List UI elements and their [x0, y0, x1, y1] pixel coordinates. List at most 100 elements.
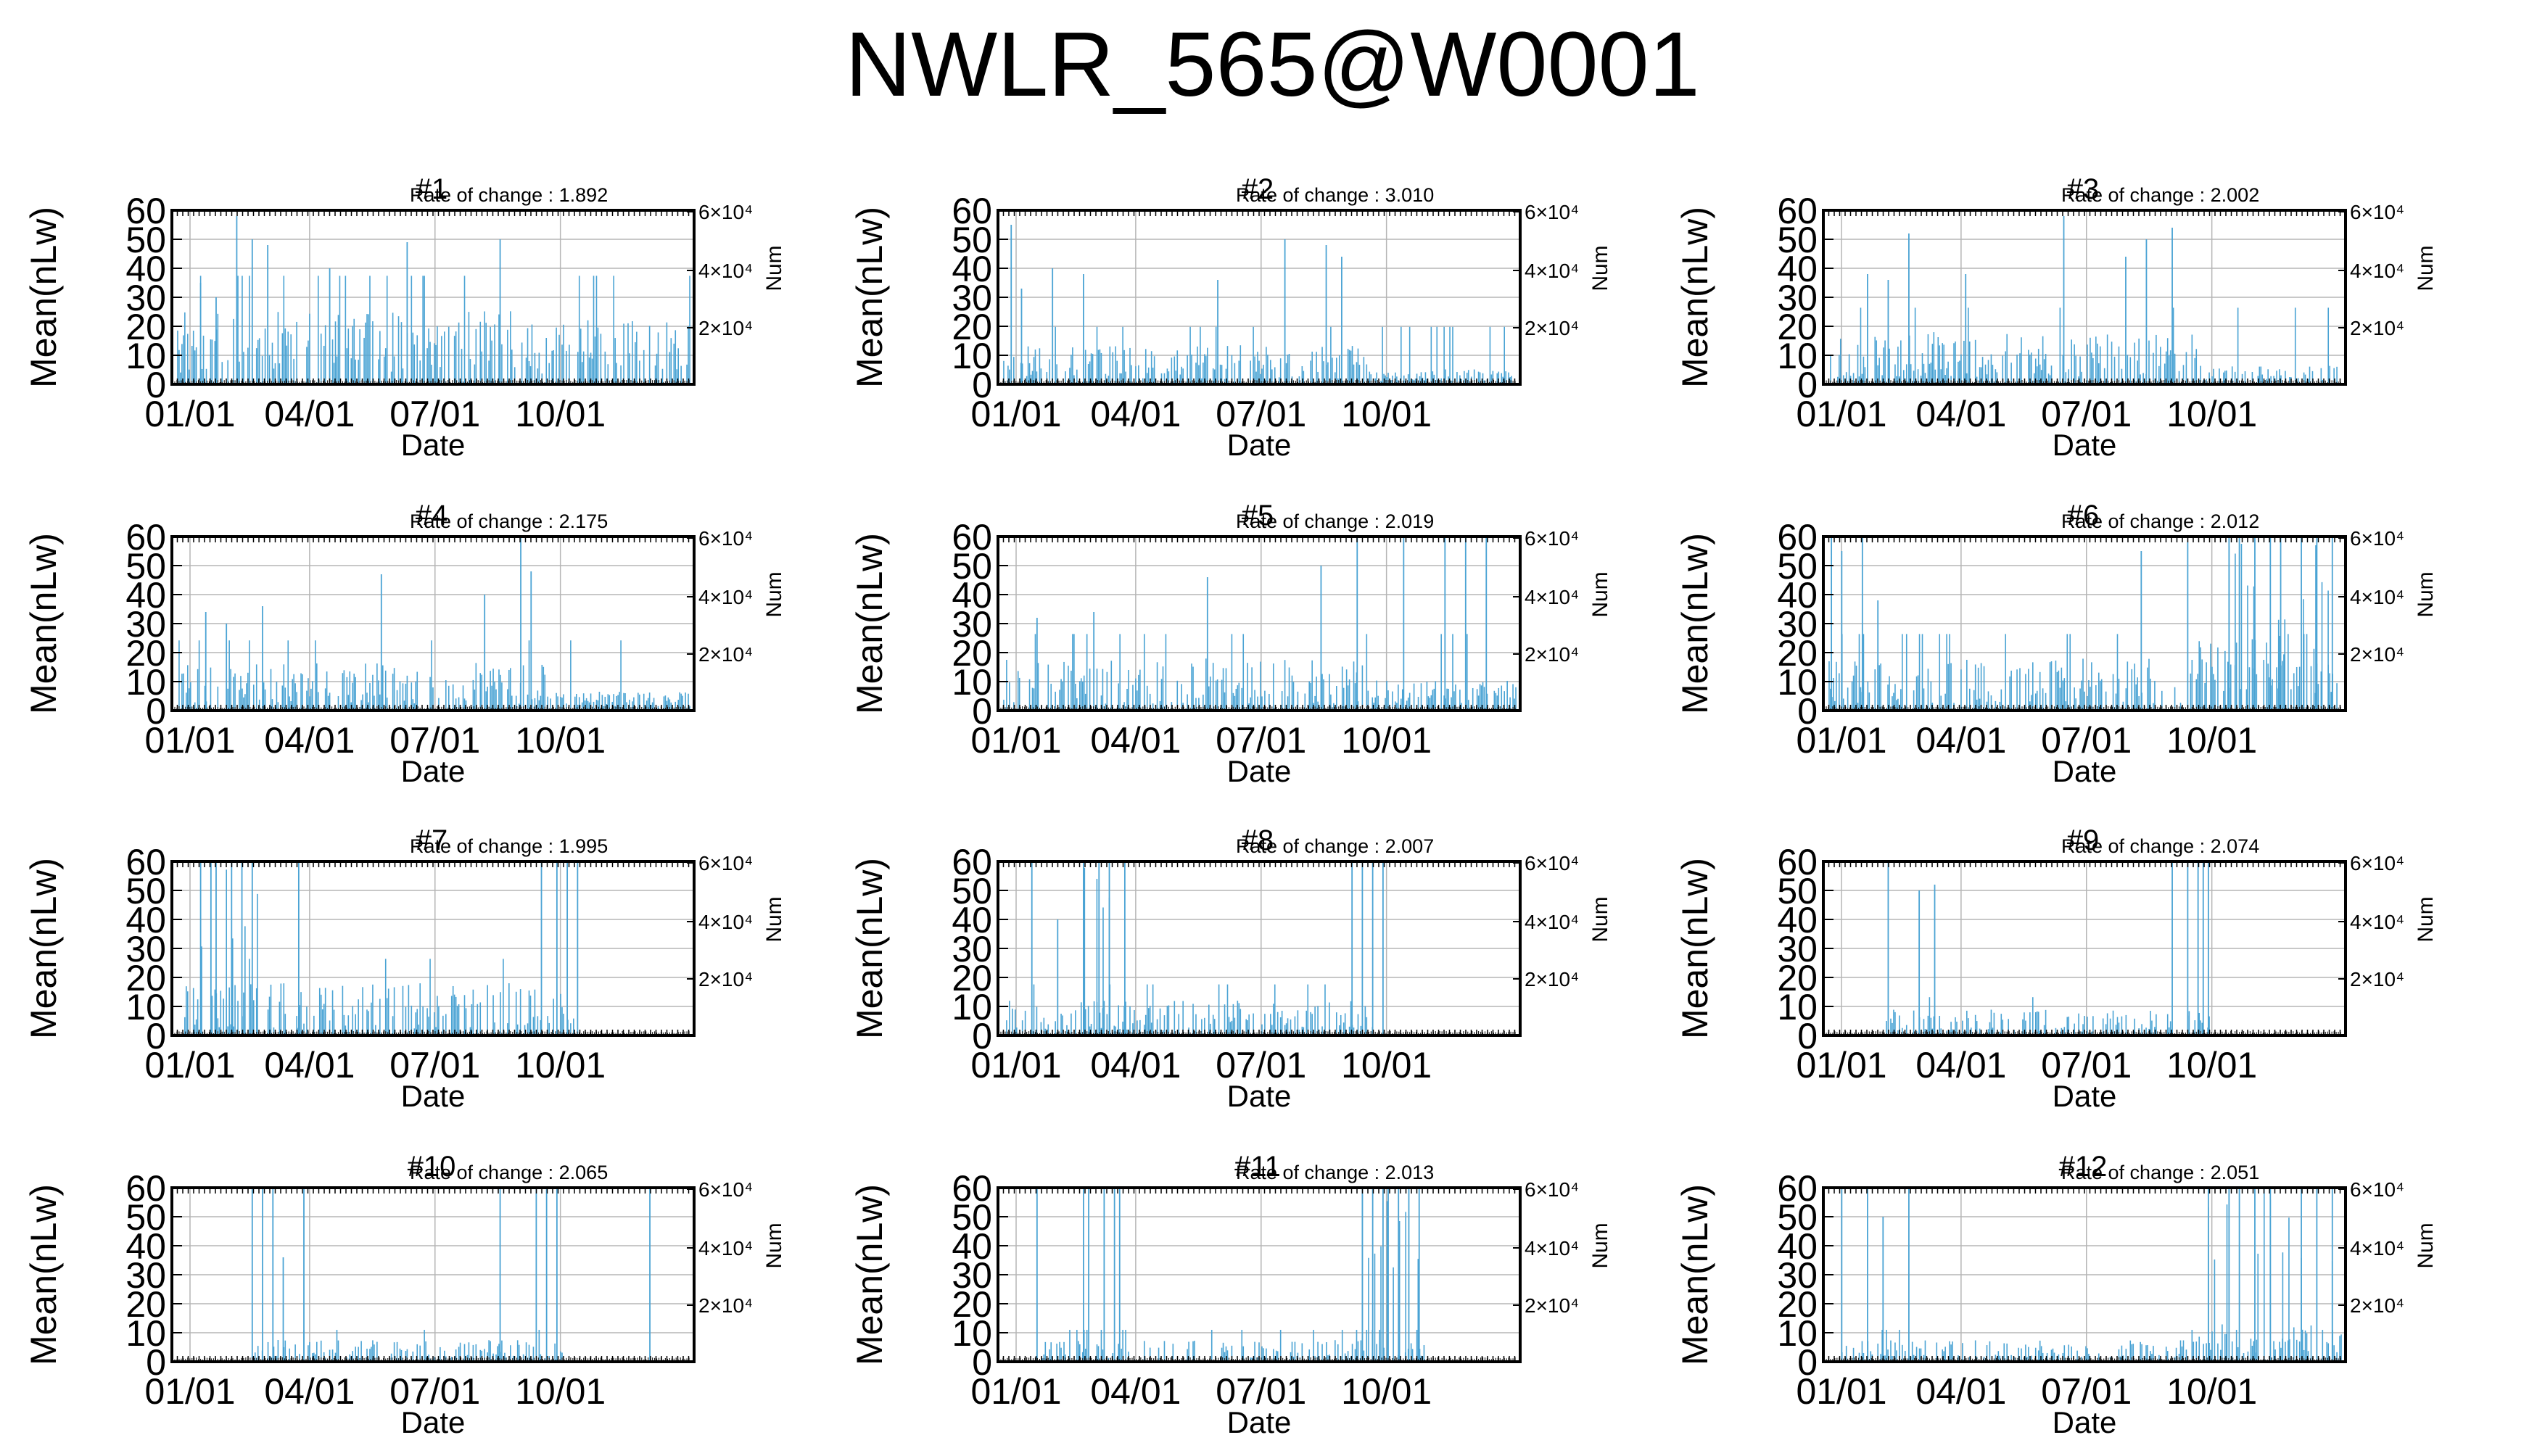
- x-tick-label: 10/01: [2166, 1045, 2257, 1085]
- y-axis-label: Mean(nLw): [1675, 533, 1715, 714]
- y-tick-label: 60: [1777, 191, 1818, 231]
- y-axis-label: Mean(nLw): [23, 533, 64, 714]
- y-axis-label: Mean(nLw): [849, 1184, 890, 1365]
- x-tick-label: 04/01: [1090, 1045, 1181, 1085]
- y2-tick-label: 4×10⁴: [2350, 260, 2404, 282]
- rate-of-change-annotation: Rate of change : 2.019: [1236, 510, 1434, 532]
- x-axis-label: Date: [401, 754, 466, 788]
- y2-tick-label: 2×10⁴: [698, 1294, 753, 1317]
- x-tick-label: 10/01: [515, 1371, 606, 1412]
- x-axis-label: Date: [2053, 754, 2117, 788]
- y-tick-label: 60: [1777, 517, 1818, 558]
- y2-tick-label: 4×10⁴: [1525, 1237, 1579, 1259]
- y2-tick-label: 6×10⁴: [698, 527, 753, 550]
- x-tick-label: 04/01: [1915, 720, 2006, 761]
- y-tick-label: 60: [125, 842, 166, 882]
- y2-tick-label: 4×10⁴: [2350, 586, 2404, 608]
- y2-tick-label: 2×10⁴: [2350, 643, 2404, 666]
- x-axis-label: Date: [1227, 1079, 1292, 1113]
- y2-tick-label: 2×10⁴: [698, 968, 753, 990]
- y-axis-label: Mean(nLw): [23, 858, 64, 1039]
- gridlines: [172, 1188, 694, 1362]
- y2-axis-label: Num: [2414, 896, 2438, 942]
- x-axis-label: Date: [1227, 1405, 1292, 1439]
- x-tick-label: 10/01: [1341, 720, 1432, 761]
- x-tick-label: 01/01: [144, 1045, 235, 1085]
- y2-axis-label: Num: [2414, 571, 2438, 617]
- y2-tick-label: 6×10⁴: [1525, 201, 1579, 223]
- y2-axis-label: Num: [1588, 245, 1612, 291]
- gridlines: [998, 210, 1520, 384]
- x-tick-label: 04/01: [1915, 394, 2006, 434]
- y2-axis-label: Num: [1588, 571, 1612, 617]
- x-tick-label: 01/01: [1796, 394, 1886, 434]
- y2-tick-label: 4×10⁴: [698, 586, 753, 608]
- x-tick-label: 04/01: [1090, 720, 1181, 761]
- bar-series: [1831, 216, 2337, 384]
- x-axis-label: Date: [1227, 428, 1292, 462]
- y2-tick-label: 2×10⁴: [1525, 317, 1579, 339]
- y2-tick-label: 2×10⁴: [698, 643, 753, 666]
- rate-of-change-annotation: Rate of change : 2.007: [1236, 835, 1434, 857]
- x-tick-label: 10/01: [515, 720, 606, 761]
- y-axis-label: Mean(nLw): [1675, 858, 1715, 1039]
- rate-of-change-annotation: Rate of change : 2.012: [2061, 510, 2259, 532]
- gridlines: [1823, 537, 2346, 711]
- x-tick-label: 04/01: [1090, 394, 1181, 434]
- y2-axis-label: Num: [762, 571, 786, 617]
- y2-tick-label: 6×10⁴: [2350, 852, 2404, 874]
- y-tick-label: 60: [952, 517, 992, 558]
- x-tick-label: 01/01: [970, 1045, 1061, 1085]
- x-tick-label: 01/01: [144, 1371, 235, 1412]
- x-tick-label: 01/01: [144, 394, 235, 434]
- x-tick-label: 01/01: [970, 1371, 1061, 1412]
- rate-of-change-annotation: Rate of change : 1.995: [410, 835, 608, 857]
- y-axis-label: Mean(nLw): [23, 1184, 64, 1365]
- x-tick-label: 04/01: [264, 720, 355, 761]
- x-tick-label: 10/01: [515, 394, 606, 434]
- gridlines: [172, 210, 694, 384]
- y2-tick-label: 6×10⁴: [2350, 201, 2404, 223]
- gridlines: [1823, 210, 2346, 384]
- x-tick-label: 04/01: [1915, 1045, 2006, 1085]
- y2-tick-label: 2×10⁴: [1525, 643, 1579, 666]
- x-tick-label: 10/01: [2166, 720, 2257, 761]
- rate-of-change-annotation: Rate of change : 2.065: [410, 1162, 608, 1183]
- x-axis-label: Date: [401, 1079, 466, 1113]
- x-tick-label: 01/01: [970, 720, 1061, 761]
- y2-axis-label: Num: [1588, 896, 1612, 942]
- x-tick-label: 04/01: [1090, 1371, 1181, 1412]
- gridlines: [998, 861, 1520, 1035]
- y-axis-label: Mean(nLw): [849, 207, 890, 388]
- y-tick-label: 60: [125, 191, 166, 231]
- rate-of-change-annotation: Rate of change : 1.892: [410, 184, 608, 206]
- y-axis-label: Mean(nLw): [849, 858, 890, 1039]
- rate-of-change-annotation: Rate of change : 2.074: [2061, 835, 2259, 857]
- x-tick-label: 04/01: [264, 1045, 355, 1085]
- y2-axis-label: Num: [1588, 1223, 1612, 1268]
- bar-series: [1004, 225, 1511, 384]
- y2-tick-label: 4×10⁴: [698, 260, 753, 282]
- y2-tick-label: 2×10⁴: [1525, 1294, 1579, 1317]
- y2-tick-label: 6×10⁴: [2350, 527, 2404, 550]
- y2-axis-label: Num: [762, 245, 786, 291]
- x-axis-label: Date: [2053, 428, 2117, 462]
- x-axis-label: Date: [2053, 1079, 2117, 1113]
- gridlines: [172, 861, 694, 1035]
- x-tick-label: 01/01: [1796, 1045, 1886, 1085]
- y-tick-label: 60: [952, 842, 992, 882]
- x-tick-label: 10/01: [515, 1045, 606, 1085]
- rate-of-change-annotation: Rate of change : 2.175: [410, 510, 608, 532]
- y-tick-label: 60: [125, 517, 166, 558]
- x-axis-label: Date: [401, 428, 466, 462]
